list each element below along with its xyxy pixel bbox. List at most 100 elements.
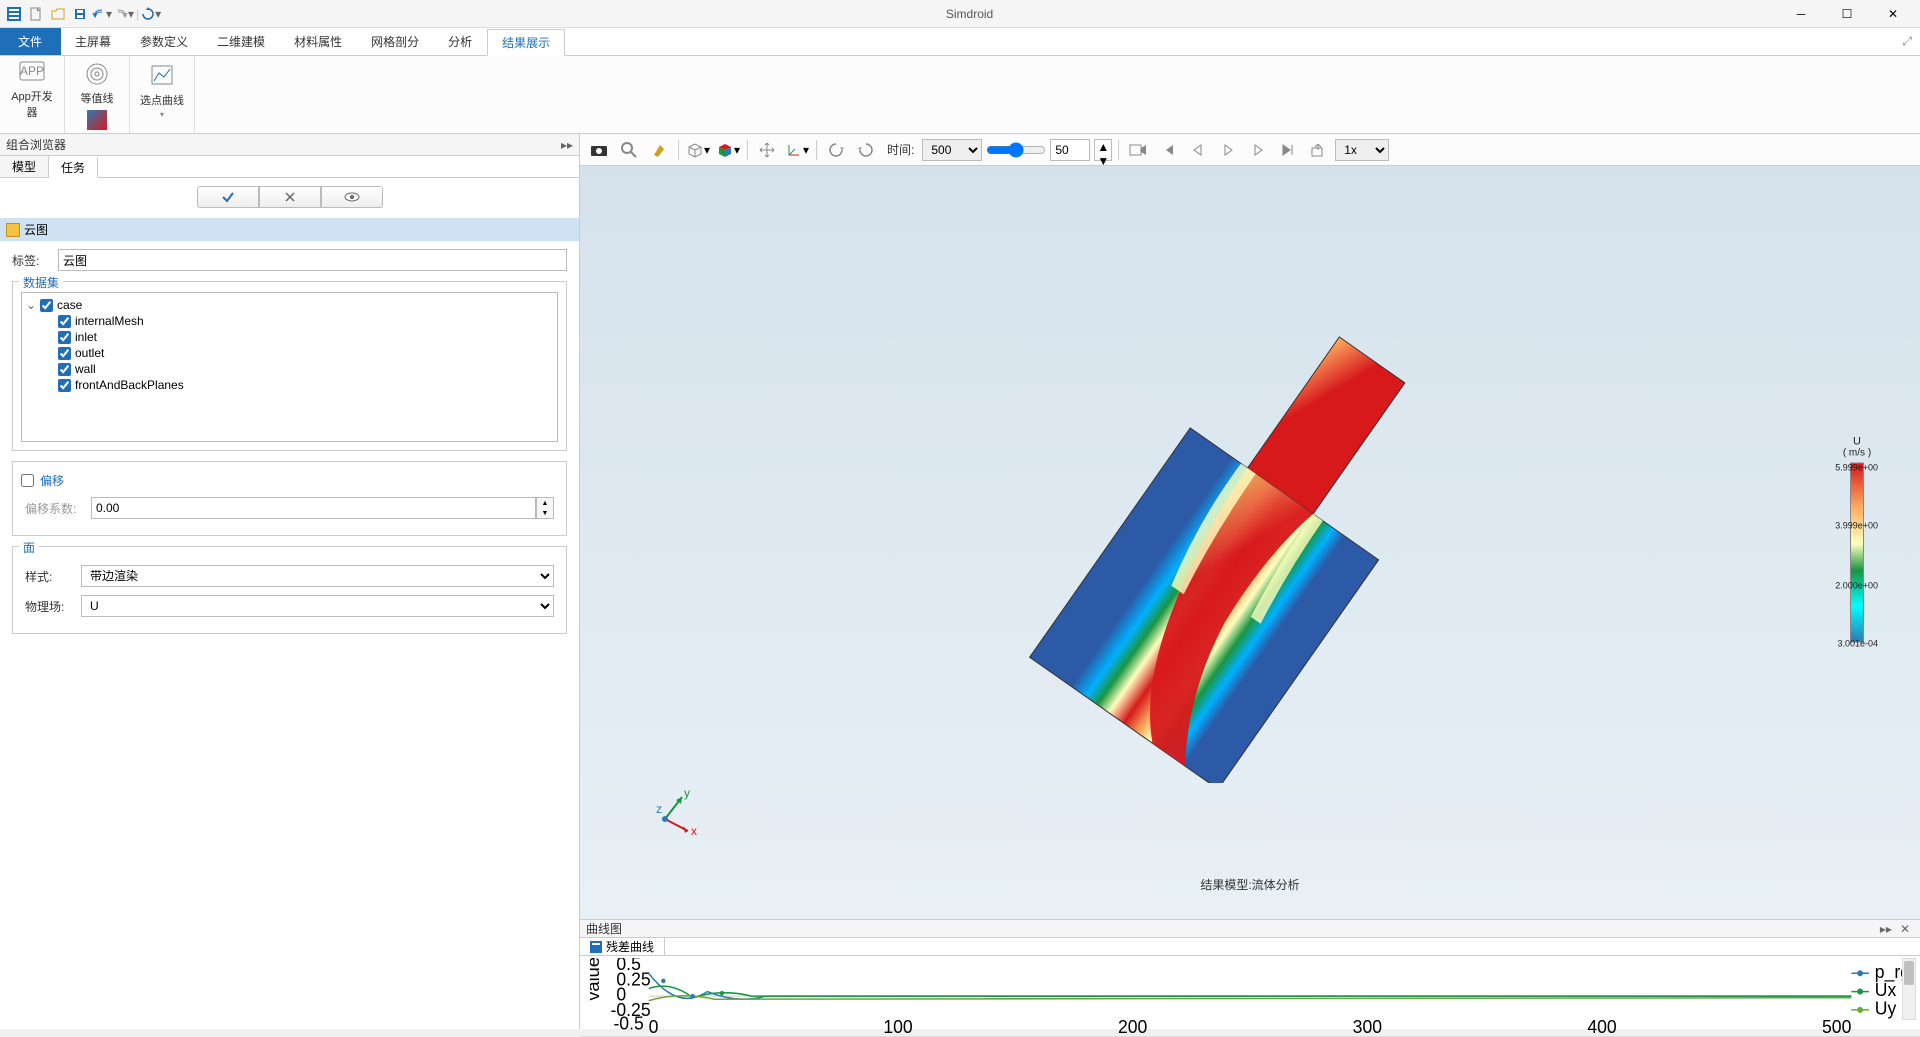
refresh-button[interactable]: ▾ [141, 4, 161, 24]
svg-text:z: z [656, 802, 662, 816]
window-title: Simdroid [161, 7, 1778, 21]
pick-curve-button[interactable]: 选点曲线 ▾ [138, 60, 186, 120]
tree-check-inlet[interactable] [58, 331, 71, 344]
clear-icon[interactable] [646, 137, 672, 163]
field-label: 物理场: [25, 598, 75, 615]
time-label: 时间: [887, 141, 914, 158]
rotate-left-icon[interactable] [823, 137, 849, 163]
browser-tab-task[interactable]: 任务 [49, 157, 98, 178]
collapse-panel-icon[interactable]: ▸▸ [561, 138, 573, 152]
tree-root[interactable]: case [57, 298, 82, 312]
cfd-result-model [1025, 303, 1475, 783]
contour-button[interactable]: 等值线 [73, 60, 121, 106]
ribbon: APP App开发器 等值线 云图 矢量 流线 选点曲线 ▾ [0, 56, 1920, 134]
preview-button[interactable] [321, 186, 383, 208]
offset-factor-label: 偏移系数: [25, 500, 85, 517]
svg-text:x: x [691, 824, 697, 838]
next-icon[interactable] [1245, 137, 1271, 163]
axis-icon[interactable]: ▾ [784, 137, 810, 163]
chart-panel-title: 曲线图 [586, 920, 1876, 937]
tag-input[interactable] [58, 249, 567, 271]
rotate-right-icon[interactable] [853, 137, 879, 163]
tab-mesh[interactable]: 网格剖分 [357, 28, 434, 55]
residual-chart: value 0.5 0.25 0 -0.25 -0.5 0 100 200 [590, 958, 1910, 1034]
chart-panel: 曲线图 ▸▸ ✕ 残差曲线 value 0.5 0.25 0 -0.25 -0.… [580, 919, 1920, 1029]
tab-params[interactable]: 参数定义 [126, 28, 203, 55]
app-logo-icon [4, 4, 24, 24]
tree-check-frontback[interactable] [58, 379, 71, 392]
tab-results[interactable]: 结果展示 [487, 29, 565, 56]
close-button[interactable]: ✕ [1870, 0, 1916, 28]
ribbon-expand-icon[interactable]: ⤢ [1894, 28, 1920, 55]
redo-button[interactable]: ▾ [114, 4, 134, 24]
spin-up-icon[interactable]: ▲ [537, 498, 553, 508]
tree-check-case[interactable] [40, 299, 53, 312]
svg-text:APP: APP [20, 64, 44, 78]
tab-file[interactable]: 文件 [0, 28, 61, 55]
chart-tab-residual[interactable]: 残差曲线 [580, 938, 665, 955]
chart-tab-icon [590, 941, 602, 953]
browser-tab-model[interactable]: 模型 [0, 156, 49, 177]
chart-close-icon[interactable]: ✕ [1896, 922, 1914, 936]
dataset-tree: ⌄ case internalMesh inlet outlet wall fr… [21, 292, 558, 442]
tab-2dmodel[interactable]: 二维建模 [203, 28, 280, 55]
export-icon[interactable] [1305, 137, 1331, 163]
tree-check-wall[interactable] [58, 363, 71, 376]
svg-text:-0.5: -0.5 [613, 1013, 643, 1033]
tab-material[interactable]: 材料属性 [280, 28, 357, 55]
dataset-legend: 数据集 [19, 274, 63, 291]
record-icon[interactable] [1125, 137, 1151, 163]
field-select[interactable]: U [81, 595, 554, 617]
step-up[interactable]: ▲ [1095, 140, 1111, 154]
3d-viewport[interactable]: 结果模型:流体分析 x y z U ( m/s ) 5.999e+00 3.99… [580, 166, 1920, 919]
first-icon[interactable] [1155, 137, 1181, 163]
confirm-button[interactable] [197, 186, 259, 208]
speed-select[interactable]: 1x [1335, 139, 1389, 161]
svg-text:300: 300 [1353, 1016, 1382, 1034]
label-tag: 标签: [12, 252, 52, 269]
maximize-button[interactable]: ☐ [1824, 0, 1870, 28]
open-button[interactable] [48, 4, 68, 24]
svg-text:y: y [684, 789, 690, 800]
svg-text:100: 100 [883, 1016, 912, 1034]
camera-icon[interactable] [586, 137, 612, 163]
style-select[interactable]: 带边渲染 [81, 565, 554, 587]
undo-button[interactable]: ▾ [92, 4, 112, 24]
spin-down-icon[interactable]: ▼ [537, 508, 553, 518]
save-button[interactable] [70, 4, 90, 24]
last-icon[interactable] [1275, 137, 1301, 163]
app-developer-button[interactable]: APP App开发器 [8, 60, 56, 120]
tree-check-outlet[interactable] [58, 347, 71, 360]
step-input[interactable] [1050, 139, 1090, 161]
offset-factor-input[interactable] [91, 497, 536, 519]
main-menu: 文件 主屏幕 参数定义 二维建模 材料属性 网格剖分 分析 结果展示 ⤢ [0, 28, 1920, 56]
cancel-button[interactable] [259, 186, 321, 208]
tab-analysis[interactable]: 分析 [434, 28, 487, 55]
minimize-button[interactable]: ─ [1778, 0, 1824, 28]
tree-caret-icon[interactable]: ⌄ [26, 298, 36, 312]
move-icon[interactable] [754, 137, 780, 163]
prev-icon[interactable] [1185, 137, 1211, 163]
colorbar: U ( m/s ) 5.999e+00 3.999e+00 2.000e+00 … [1824, 435, 1890, 650]
tab-home[interactable]: 主屏幕 [61, 28, 126, 55]
browser-title: 组合浏览器 [6, 136, 561, 153]
svg-text:value: value [590, 958, 603, 1001]
offset-label: 偏移 [40, 472, 64, 489]
svg-text:0: 0 [649, 1016, 659, 1034]
svg-text:200: 200 [1118, 1016, 1147, 1034]
chart-expand-icon[interactable]: ▸▸ [1876, 922, 1896, 936]
offset-checkbox[interactable] [21, 474, 34, 487]
chart-vscroll[interactable] [1902, 958, 1916, 1020]
zoom-icon[interactable] [616, 137, 642, 163]
svg-text:Uy: Uy [1875, 998, 1897, 1018]
new-button[interactable] [26, 4, 46, 24]
time-select[interactable]: 500 [922, 139, 982, 161]
viewport-toolbar: ▾ ▾ ▾ 时间: 500 ▲▼ 1x [580, 134, 1920, 166]
colorcube-icon[interactable]: ▾ [715, 137, 741, 163]
box-icon[interactable]: ▾ [685, 137, 711, 163]
section-cloud: 云图 [0, 218, 579, 241]
play-icon[interactable] [1215, 137, 1241, 163]
tree-check-internalmesh[interactable] [58, 315, 71, 328]
time-slider[interactable] [986, 139, 1046, 161]
axis-triad-icon: x y z [650, 789, 700, 839]
